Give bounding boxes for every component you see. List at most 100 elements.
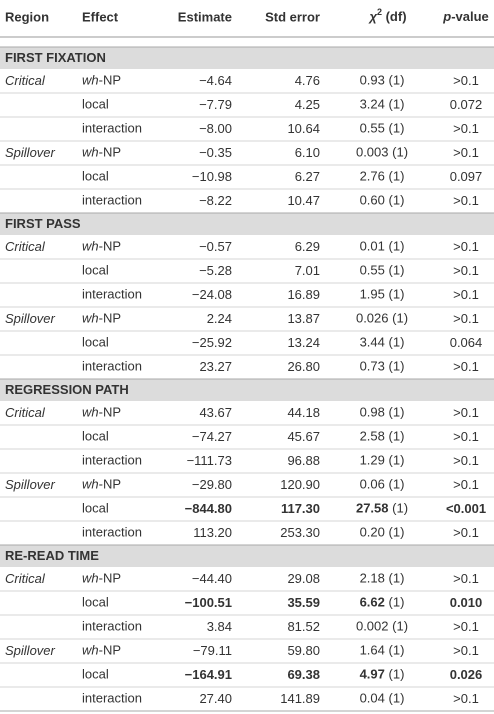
chi-square: 3.44 (1): [360, 335, 405, 350]
p-value: 0.010: [450, 595, 483, 610]
section-bar: [0, 545, 494, 567]
df: (1): [389, 595, 405, 610]
effect-italic: wh: [82, 477, 99, 492]
region: Critical: [5, 571, 46, 586]
effect-name: local: [82, 169, 109, 184]
chi-square: 2.58 (1): [360, 429, 405, 444]
std-error: 16.89: [287, 287, 320, 302]
section-title: FIRST FIXATION: [5, 50, 106, 65]
chi-square: 1.95 (1): [360, 287, 405, 302]
region: Critical: [5, 73, 46, 88]
std-error: 120.90: [280, 477, 320, 492]
std-error: 4.25: [295, 97, 320, 112]
header-cell: χ2 (df): [367, 7, 406, 24]
effect-italic: wh: [82, 73, 99, 88]
chi-square: 1.29 (1): [360, 453, 405, 468]
effect: interaction: [82, 619, 142, 634]
chi-value: 0.01: [360, 239, 385, 254]
chi-value: 6.62: [360, 595, 385, 610]
df: (1): [392, 501, 408, 516]
p-value: <0.001: [446, 501, 486, 516]
chi-square: 0.01 (1): [360, 239, 405, 254]
df: (1): [389, 571, 405, 586]
df: (1): [392, 145, 408, 160]
chi-square: 0.026 (1): [356, 311, 408, 326]
std-error: 117.30: [281, 501, 320, 516]
p-value: >0.1: [453, 145, 479, 160]
effect-name: -NP: [99, 477, 121, 492]
std-error: 253.30: [280, 525, 320, 540]
std-error: 13.87: [287, 311, 320, 326]
effect-italic: wh: [82, 311, 99, 326]
std-error: 45.67: [287, 429, 320, 444]
df: (1): [389, 263, 405, 278]
df: (1): [389, 525, 405, 540]
effect-name: interaction: [82, 287, 142, 302]
p-value: >0.1: [453, 359, 479, 374]
effect-name: local: [82, 335, 109, 350]
effect-name: local: [82, 97, 109, 112]
chi-sup: 2: [377, 7, 382, 17]
estimate: −8.22: [199, 193, 232, 208]
effect: wh-NP: [82, 311, 121, 326]
effect: wh-NP: [82, 405, 121, 420]
df: (1): [392, 311, 408, 326]
p-value: >0.1: [453, 263, 479, 278]
effect-name: interaction: [82, 525, 142, 540]
df: (1): [389, 97, 405, 112]
estimate: −164.91: [185, 667, 232, 682]
effect-italic: wh: [82, 239, 99, 254]
effect: interaction: [82, 691, 142, 706]
chi-square: 2.76 (1): [360, 169, 405, 184]
std-error: 29.08: [287, 571, 320, 586]
effect-name: local: [82, 667, 109, 682]
std-error: 6.10: [295, 145, 320, 160]
std-error: 4.76: [295, 73, 320, 88]
region: Spillover: [5, 311, 56, 326]
chi-value: 0.55: [360, 121, 385, 136]
region: Spillover: [5, 477, 56, 492]
estimate: −29.80: [192, 477, 232, 492]
section-title: RE-READ TIME: [5, 548, 99, 563]
df: (1): [389, 287, 405, 302]
std-error: 44.18: [287, 405, 320, 420]
df: (1): [389, 239, 405, 254]
df: (1): [389, 429, 405, 444]
estimate: −44.40: [192, 571, 232, 586]
std-error: 6.29: [295, 239, 320, 254]
estimate: −844.80: [185, 501, 232, 516]
effect-name: -NP: [99, 239, 121, 254]
header-cell: Region: [5, 9, 49, 24]
chi-square: 1.64 (1): [360, 643, 405, 658]
estimate: −100.51: [185, 595, 232, 610]
effect-italic: wh: [82, 571, 99, 586]
effect: local: [82, 169, 109, 184]
effect-italic: wh: [82, 643, 99, 658]
effect: local: [82, 595, 109, 610]
chi-value: 0.026: [356, 311, 389, 326]
p-value: >0.1: [453, 429, 479, 444]
effect: local: [82, 667, 109, 682]
effect: wh-NP: [82, 643, 121, 658]
p-value: 0.072: [450, 97, 483, 112]
effect-name: interaction: [82, 193, 142, 208]
chi-square: 0.98 (1): [360, 405, 405, 420]
chi-value: 0.20: [360, 525, 385, 540]
chi-square: 2.18 (1): [360, 571, 405, 586]
p-value: >0.1: [453, 239, 479, 254]
std-error: 35.59: [287, 595, 320, 610]
p-value: 0.064: [450, 335, 483, 350]
estimate: −5.28: [199, 263, 232, 278]
effect-name: interaction: [82, 691, 142, 706]
df: (1): [389, 359, 405, 374]
chi-value: 0.06: [360, 477, 385, 492]
effect-name: interaction: [82, 359, 142, 374]
effect: wh-NP: [82, 571, 121, 586]
std-error: 141.89: [280, 691, 320, 706]
df: (1): [389, 193, 405, 208]
effect: interaction: [82, 453, 142, 468]
effect-name: local: [82, 595, 109, 610]
df: (1): [389, 477, 405, 492]
chi-value: 0.93: [360, 73, 385, 88]
